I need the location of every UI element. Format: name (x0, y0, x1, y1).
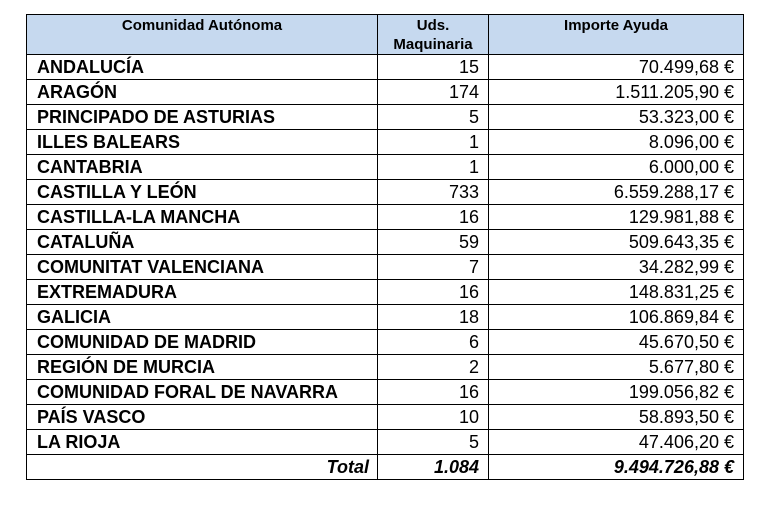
amount-cell: 8.096,00 € (488, 129, 744, 155)
amount-cell: 58.893,50 € (488, 404, 744, 430)
table-row: COMUNITAT VALENCIANA 7 34.282,99 € (26, 254, 744, 280)
region-cell: CASTILLA Y LEÓN (26, 179, 378, 205)
units-cell: 733 (377, 179, 489, 205)
amount-cell: 53.323,00 € (488, 104, 744, 130)
units-cell: 10 (377, 404, 489, 430)
amount-cell: 45.670,50 € (488, 329, 744, 355)
table-row: ILLES BALEARS 1 8.096,00 € (26, 129, 744, 155)
table-row: REGIÓN DE MURCIA 2 5.677,80 € (26, 354, 744, 380)
region-cell: CASTILLA-LA MANCHA (26, 204, 378, 230)
region-cell: ARAGÓN (26, 79, 378, 105)
table-row: PAÍS VASCO 10 58.893,50 € (26, 404, 744, 430)
units-cell: 18 (377, 304, 489, 330)
table-row: CATALUÑA 59 509.643,35 € (26, 229, 744, 255)
table-row: CASTILLA-LA MANCHA 16 129.981,88 € (26, 204, 744, 230)
amount-cell: 106.869,84 € (488, 304, 744, 330)
total-units: 1.084 (377, 454, 489, 480)
amount-cell: 70.499,68 € (488, 54, 744, 80)
header-units: Uds. Maquinaria (377, 14, 489, 55)
table-row: ARAGÓN 174 1.511.205,90 € (26, 79, 744, 105)
units-cell: 59 (377, 229, 489, 255)
units-cell: 16 (377, 379, 489, 405)
units-cell: 1 (377, 154, 489, 180)
total-label: Total (26, 454, 378, 480)
region-cell: ANDALUCÍA (26, 54, 378, 80)
table-row: COMUNIDAD FORAL DE NAVARRA 16 199.056,82 € (26, 379, 744, 405)
region-cell: COMUNIDAD DE MADRID (26, 329, 378, 355)
region-cell: ILLES BALEARS (26, 129, 378, 155)
units-cell: 174 (377, 79, 489, 105)
table-row: EXTREMADURA 16 148.831,25 € (26, 279, 744, 305)
table-row: PRINCIPADO DE ASTURIAS 5 53.323,00 € (26, 104, 744, 130)
table-row: CANTABRIA 1 6.000,00 € (26, 154, 744, 180)
table-row: LA RIOJA 5 47.406,20 € (26, 429, 744, 455)
region-cell: GALICIA (26, 304, 378, 330)
units-cell: 16 (377, 279, 489, 305)
units-cell: 1 (377, 129, 489, 155)
amount-cell: 6.559.288,17 € (488, 179, 744, 205)
region-cell: EXTREMADURA (26, 279, 378, 305)
table-row: COMUNIDAD DE MADRID 6 45.670,50 € (26, 329, 744, 355)
header-row: Comunidad Autónoma Uds. Maquinaria Import… (26, 14, 744, 55)
header-units-line1: Uds. (416, 17, 450, 34)
units-cell: 7 (377, 254, 489, 280)
aid-table: Comunidad Autónoma Uds. Maquinaria Import… (26, 14, 744, 480)
amount-cell: 6.000,00 € (488, 154, 744, 180)
amount-cell: 129.981,88 € (488, 204, 744, 230)
amount-cell: 34.282,99 € (488, 254, 744, 280)
header-units-line2: Maquinaria (393, 36, 473, 53)
amount-cell: 5.677,80 € (488, 354, 744, 380)
region-cell: COMUNIDAD FORAL DE NAVARRA (26, 379, 378, 405)
region-cell: CANTABRIA (26, 154, 378, 180)
region-cell: REGIÓN DE MURCIA (26, 354, 378, 380)
region-cell: PAÍS VASCO (26, 404, 378, 430)
units-cell: 6 (377, 329, 489, 355)
total-row: Total 1.084 9.494.726,88 € (26, 454, 744, 480)
amount-cell: 199.056,82 € (488, 379, 744, 405)
amount-cell: 1.511.205,90 € (488, 79, 744, 105)
region-cell: COMUNITAT VALENCIANA (26, 254, 378, 280)
region-cell: LA RIOJA (26, 429, 378, 455)
table-row: ANDALUCÍA 15 70.499,68 € (26, 54, 744, 80)
units-cell: 15 (377, 54, 489, 80)
units-cell: 2 (377, 354, 489, 380)
region-cell: PRINCIPADO DE ASTURIAS (26, 104, 378, 130)
header-region: Comunidad Autónoma (26, 14, 378, 55)
region-cell: CATALUÑA (26, 229, 378, 255)
amount-cell: 509.643,35 € (488, 229, 744, 255)
amount-cell: 47.406,20 € (488, 429, 744, 455)
amount-cell: 148.831,25 € (488, 279, 744, 305)
units-cell: 5 (377, 429, 489, 455)
total-amount: 9.494.726,88 € (488, 454, 744, 480)
table-row: CASTILLA Y LEÓN 733 6.559.288,17 € (26, 179, 744, 205)
table-row: GALICIA 18 106.869,84 € (26, 304, 744, 330)
units-cell: 16 (377, 204, 489, 230)
units-cell: 5 (377, 104, 489, 130)
header-amount: Importe Ayuda (488, 14, 744, 55)
